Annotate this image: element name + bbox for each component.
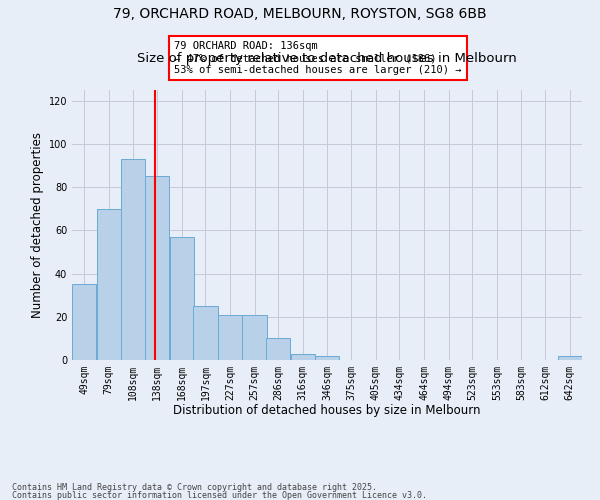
Bar <box>316 356 340 360</box>
Bar <box>193 306 218 360</box>
Bar <box>72 284 97 360</box>
Bar <box>145 176 169 360</box>
Text: 79, ORCHARD ROAD, MELBOURN, ROYSTON, SG8 6BB: 79, ORCHARD ROAD, MELBOURN, ROYSTON, SG8… <box>113 8 487 22</box>
Bar <box>218 314 242 360</box>
Bar <box>557 356 582 360</box>
Bar <box>121 159 145 360</box>
Text: Contains public sector information licensed under the Open Government Licence v3: Contains public sector information licen… <box>12 490 427 500</box>
Bar <box>291 354 315 360</box>
Bar <box>242 314 266 360</box>
X-axis label: Distribution of detached houses by size in Melbourn: Distribution of detached houses by size … <box>173 404 481 417</box>
Bar <box>266 338 290 360</box>
Title: Size of property relative to detached houses in Melbourn: Size of property relative to detached ho… <box>137 52 517 65</box>
Bar <box>97 209 121 360</box>
Text: 79 ORCHARD ROAD: 136sqm
← 47% of detached houses are smaller (186)
53% of semi-d: 79 ORCHARD ROAD: 136sqm ← 47% of detache… <box>174 42 461 74</box>
Y-axis label: Number of detached properties: Number of detached properties <box>31 132 44 318</box>
Text: Contains HM Land Registry data © Crown copyright and database right 2025.: Contains HM Land Registry data © Crown c… <box>12 484 377 492</box>
Bar <box>170 237 194 360</box>
